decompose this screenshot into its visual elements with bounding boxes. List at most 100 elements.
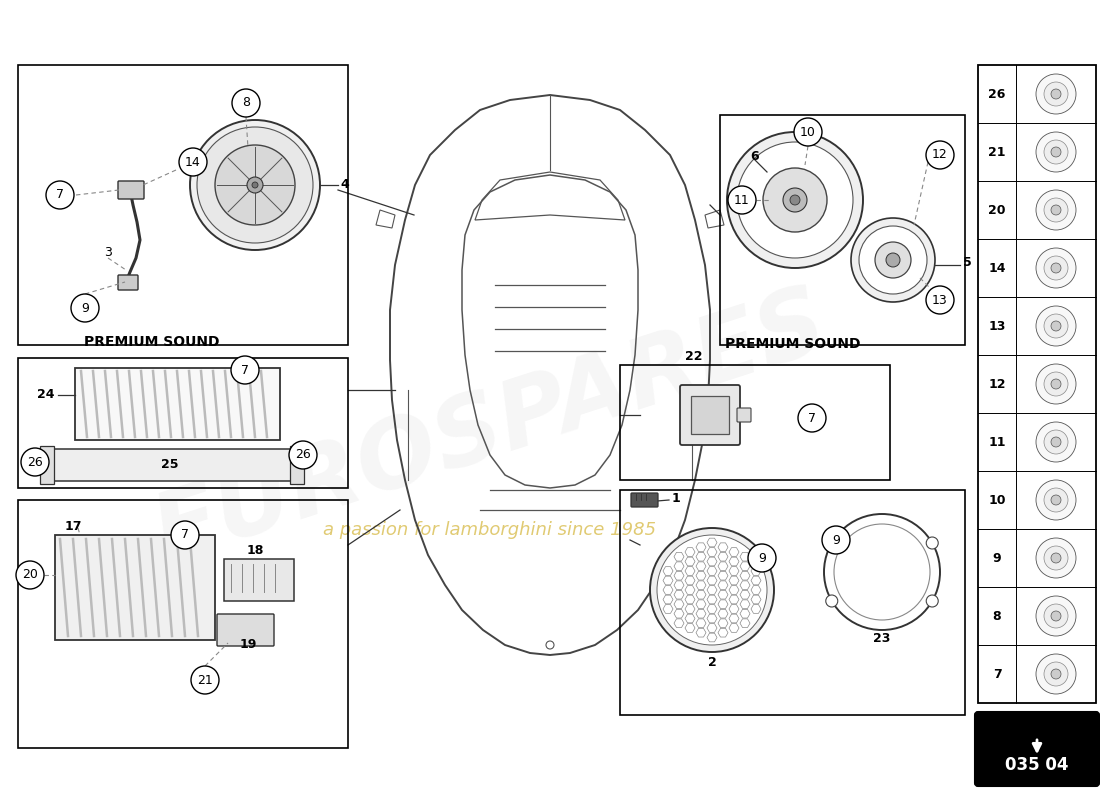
- FancyBboxPatch shape: [54, 449, 292, 481]
- Circle shape: [1036, 480, 1076, 520]
- Circle shape: [926, 537, 938, 549]
- Circle shape: [851, 218, 935, 302]
- Text: 17: 17: [65, 519, 82, 533]
- Circle shape: [1050, 89, 1062, 99]
- Text: 14: 14: [185, 155, 201, 169]
- Circle shape: [1050, 205, 1062, 215]
- Text: 5: 5: [962, 257, 971, 270]
- Text: 26: 26: [988, 87, 1005, 101]
- Text: 10: 10: [800, 126, 816, 138]
- Circle shape: [727, 132, 864, 268]
- Text: 21: 21: [988, 146, 1005, 158]
- Circle shape: [859, 226, 927, 294]
- FancyBboxPatch shape: [118, 181, 144, 199]
- Text: 12: 12: [988, 378, 1005, 390]
- Text: 19: 19: [240, 638, 256, 651]
- Text: 22: 22: [685, 350, 703, 363]
- FancyBboxPatch shape: [691, 396, 729, 434]
- FancyBboxPatch shape: [737, 408, 751, 422]
- Text: 7: 7: [182, 529, 189, 542]
- Text: 10: 10: [988, 494, 1005, 506]
- FancyBboxPatch shape: [680, 385, 740, 445]
- Circle shape: [190, 120, 320, 250]
- Circle shape: [248, 177, 263, 193]
- Text: 7: 7: [56, 189, 64, 202]
- Circle shape: [657, 535, 767, 645]
- FancyBboxPatch shape: [75, 368, 280, 440]
- Circle shape: [1044, 604, 1068, 628]
- Circle shape: [1036, 654, 1076, 694]
- Text: 9: 9: [832, 534, 840, 546]
- Text: 1: 1: [672, 491, 681, 505]
- Circle shape: [926, 141, 954, 169]
- Circle shape: [1036, 596, 1076, 636]
- Circle shape: [1036, 422, 1076, 462]
- FancyBboxPatch shape: [118, 275, 138, 290]
- Text: PREMIUM SOUND: PREMIUM SOUND: [85, 335, 220, 349]
- Text: 12: 12: [932, 149, 948, 162]
- Text: 035 04: 035 04: [1005, 756, 1069, 774]
- Circle shape: [798, 404, 826, 432]
- Text: 6: 6: [750, 150, 759, 163]
- FancyBboxPatch shape: [631, 493, 658, 507]
- Text: 9: 9: [992, 551, 1001, 565]
- Text: 7: 7: [808, 411, 816, 425]
- Circle shape: [874, 242, 911, 278]
- Circle shape: [834, 524, 929, 620]
- Text: 21: 21: [197, 674, 213, 686]
- Text: 20: 20: [988, 203, 1005, 217]
- Circle shape: [21, 448, 50, 476]
- Text: 9: 9: [81, 302, 89, 314]
- Circle shape: [1044, 430, 1068, 454]
- Text: 8: 8: [242, 97, 250, 110]
- Circle shape: [822, 526, 850, 554]
- Text: 26: 26: [28, 455, 43, 469]
- Circle shape: [72, 294, 99, 322]
- Circle shape: [231, 356, 258, 384]
- Text: EUROSPARES: EUROSPARES: [142, 278, 838, 582]
- Text: PREMIUM SOUND: PREMIUM SOUND: [725, 337, 860, 351]
- Circle shape: [1044, 140, 1068, 164]
- Text: 11: 11: [988, 435, 1005, 449]
- Text: 7: 7: [241, 363, 249, 377]
- Circle shape: [1036, 132, 1076, 172]
- Text: 23: 23: [873, 631, 891, 645]
- Circle shape: [1036, 364, 1076, 404]
- Text: 7: 7: [992, 667, 1001, 681]
- Text: a passion for lamborghini since 1985: a passion for lamborghini since 1985: [323, 521, 657, 539]
- Circle shape: [926, 286, 954, 314]
- Circle shape: [1036, 538, 1076, 578]
- Circle shape: [1036, 190, 1076, 230]
- Circle shape: [1036, 74, 1076, 114]
- Circle shape: [1044, 198, 1068, 222]
- Circle shape: [794, 118, 822, 146]
- Circle shape: [179, 148, 207, 176]
- Circle shape: [1050, 495, 1062, 505]
- Circle shape: [1044, 256, 1068, 280]
- Circle shape: [1050, 553, 1062, 563]
- Circle shape: [1050, 379, 1062, 389]
- Text: 4: 4: [340, 178, 349, 191]
- Text: 9: 9: [758, 551, 766, 565]
- FancyBboxPatch shape: [40, 446, 54, 484]
- Circle shape: [170, 521, 199, 549]
- Text: 3: 3: [104, 246, 112, 258]
- Text: 26: 26: [295, 449, 311, 462]
- Circle shape: [1050, 437, 1062, 447]
- FancyBboxPatch shape: [217, 614, 274, 646]
- Circle shape: [1050, 147, 1062, 157]
- Text: 20: 20: [22, 569, 37, 582]
- Circle shape: [763, 168, 827, 232]
- Circle shape: [232, 89, 260, 117]
- Circle shape: [826, 537, 838, 549]
- Circle shape: [1044, 488, 1068, 512]
- Circle shape: [886, 253, 900, 267]
- Text: 18: 18: [246, 543, 264, 557]
- Circle shape: [1044, 662, 1068, 686]
- FancyBboxPatch shape: [224, 559, 294, 601]
- Text: 13: 13: [932, 294, 948, 306]
- Circle shape: [191, 666, 219, 694]
- Circle shape: [1044, 314, 1068, 338]
- Circle shape: [46, 181, 74, 209]
- FancyBboxPatch shape: [55, 535, 215, 640]
